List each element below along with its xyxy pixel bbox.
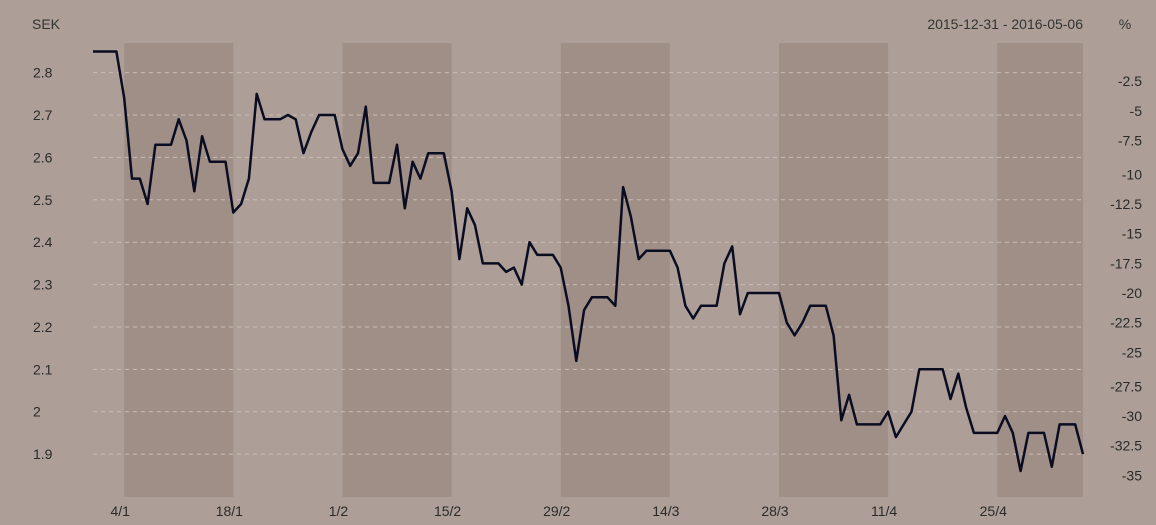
y-tick-label-right: -17.5 <box>1110 255 1142 271</box>
currency-label: SEK <box>32 16 61 32</box>
x-tick-label: 4/1 <box>110 503 130 519</box>
shaded-band <box>124 43 234 497</box>
y-tick-label-right: -22.5 <box>1110 315 1142 331</box>
x-tick-label: 18/1 <box>216 503 243 519</box>
shaded-band <box>342 43 452 497</box>
y-tick-label-right: -15 <box>1122 226 1142 242</box>
x-axis-ticks: 4/1 18/1 1/2 15/2 29/2 14/3 28/3 11/4 25/4 <box>110 503 1007 519</box>
y-tick-label: 2.3 <box>33 277 53 293</box>
x-tick-label: 14/3 <box>652 503 679 519</box>
gridlines <box>93 72 1083 455</box>
price-series <box>93 50 1085 473</box>
y-tick-label: 2.2 <box>33 319 53 335</box>
x-tick-label: 28/3 <box>761 503 788 519</box>
y-tick-label: 2 <box>33 404 41 420</box>
shaded-band <box>997 43 1083 497</box>
y-tick-label-right: -35 <box>1122 467 1142 483</box>
y-tick-label: 2.5 <box>33 192 53 208</box>
y-tick-label: 2.4 <box>33 234 53 250</box>
y-tick-label-right: -20 <box>1122 285 1142 301</box>
y-tick-label-right: -30 <box>1122 408 1142 424</box>
y-tick-label-right: -10 <box>1122 166 1142 182</box>
y-tick-label-right: -2.5 <box>1118 73 1142 89</box>
shaded-period-bands <box>124 43 1083 497</box>
y-tick-label: 2.8 <box>33 65 53 81</box>
y-tick-label: 2.6 <box>33 149 53 165</box>
x-tick-label: 29/2 <box>543 503 570 519</box>
x-tick-label: 25/4 <box>980 503 1007 519</box>
y-tick-label: 1.9 <box>33 446 53 462</box>
y-tick-label-right: -25 <box>1122 344 1142 360</box>
y-tick-label: 2.1 <box>33 361 53 377</box>
y-tick-label: 2.7 <box>33 107 53 123</box>
shaded-band <box>778 43 889 497</box>
x-tick-label: 1/2 <box>329 503 349 519</box>
y-tick-label-right: -32.5 <box>1110 438 1142 454</box>
y-tick-label-right: -5 <box>1130 103 1143 119</box>
y-tick-label-right: -12.5 <box>1110 196 1142 212</box>
series-line <box>93 50 1085 473</box>
y-tick-label-right: -7.5 <box>1118 132 1142 148</box>
x-tick-label: 15/2 <box>434 503 461 519</box>
date-range-label: 2015-12-31 - 2016-05-06 <box>927 16 1083 32</box>
right-y-axis-ticks: -2.5 -5 -7.5 -10 -12.5 -15 -17.5 -20 -22.5 -25 -27… <box>1110 73 1142 483</box>
left-y-axis-ticks: 1.9 2 2.1 2.2 2.3 2.4 2.5 2.6 2.7 2.8 <box>33 65 53 462</box>
x-tick-label: 11/4 <box>871 503 897 519</box>
shaded-band <box>560 43 670 497</box>
y-tick-label-right: -27.5 <box>1110 378 1142 394</box>
percent-axis-label: % <box>1119 16 1131 32</box>
